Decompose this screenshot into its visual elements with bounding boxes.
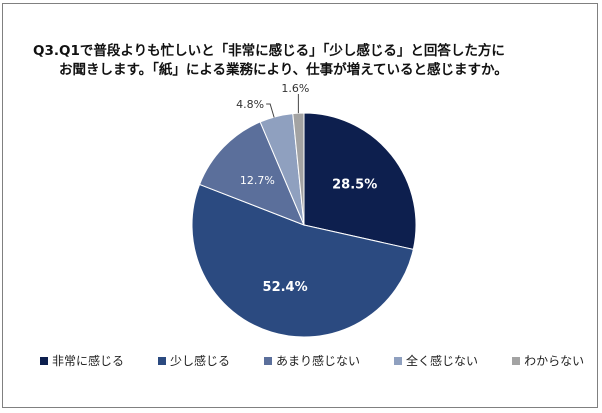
pie-slice-0 [303, 112, 417, 251]
legend-label: 全く感じない [406, 354, 479, 368]
legend-swatch [512, 356, 521, 365]
data-label: 4.8% [236, 98, 264, 111]
legend-swatch [158, 356, 167, 365]
legend-item: わからない [512, 352, 584, 369]
legend-label: わからない [524, 354, 585, 368]
title-line-1: Q3.Q1で普段よりも忙しいと「非常に感じる」「少し感じる」と回答した方に [33, 43, 505, 59]
legend-item: あまり感じない [264, 352, 360, 369]
data-label: 1.6% [281, 82, 309, 95]
pie-slice-1 [191, 183, 414, 338]
title-line-2: お聞きします。「紙」による業務により、仕事が増えていると感じますか。 [59, 62, 508, 78]
legend-swatch [394, 356, 403, 365]
legend-item: 全く感じない [394, 352, 478, 369]
chart-title: Q3.Q1で普段よりも忙しいと「非常に感じる」「少し感じる」と回答した方に お聞… [33, 42, 508, 80]
data-label: 28.5% [332, 177, 377, 192]
legend-label: 非常に感じる [52, 354, 125, 368]
data-label: 12.7% [240, 174, 275, 187]
legend-label: あまり感じない [276, 354, 361, 368]
pie-slice-2 [198, 121, 305, 226]
legend-swatch [40, 356, 48, 365]
legend-item: 少し感じる [158, 352, 230, 369]
leader-line [266, 103, 275, 118]
data-label: 52.4% [263, 280, 308, 295]
legend: 非常に感じる 少し感じる あまり感じない 全く感じない わからない [40, 352, 602, 369]
chart-frame: Q3.Q1で普段よりも忙しいと「非常に感じる」「少し感じる」と回答した方に お聞… [2, 3, 598, 408]
legend-swatch [264, 356, 273, 365]
legend-label: 少し感じる [170, 354, 231, 368]
legend-item: 非常に感じる [40, 352, 124, 369]
